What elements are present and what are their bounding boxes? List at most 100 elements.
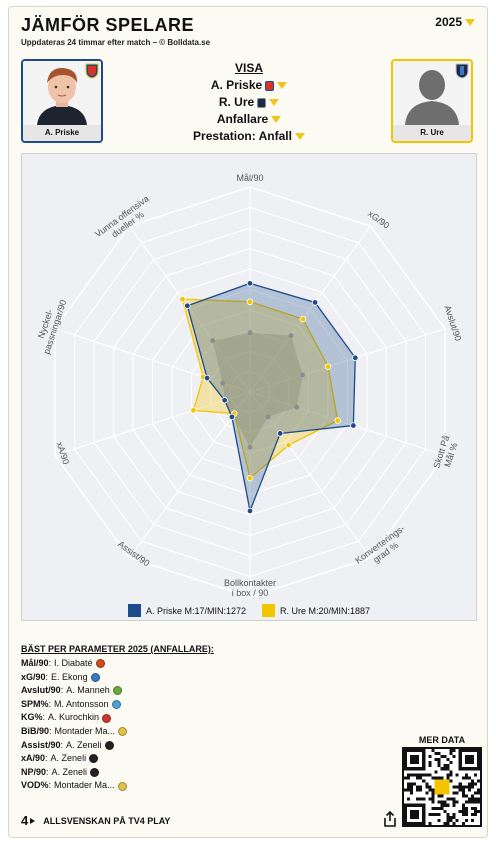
player-card-right[interactable]: R. Ure: [391, 59, 473, 143]
best-row-value: I. Diabaté: [54, 658, 93, 668]
qr-module: [473, 791, 477, 795]
qr-module: [449, 818, 453, 822]
legend-item-right[interactable]: R. Ure M:20/MIN:1887: [262, 604, 370, 617]
qr-module: [464, 773, 468, 777]
qr-module: [443, 764, 447, 768]
position-selector-label: Anfallare: [216, 112, 269, 126]
qr-module: [467, 785, 471, 789]
qr-module: [440, 776, 444, 780]
qr-module: [464, 809, 468, 813]
radar-point: [246, 474, 254, 482]
radar-point: [247, 444, 253, 450]
qr-module: [467, 776, 471, 780]
legend-item-left[interactable]: A. Priske M:17/MIN:1272: [127, 604, 246, 617]
best-row[interactable]: Avslut/90: A. Manneh: [21, 684, 321, 698]
radar-point: [285, 441, 292, 449]
best-row[interactable]: Assist/90: A. Zeneli: [21, 739, 321, 753]
qr-module: [464, 806, 468, 810]
club-crest-left-icon: [85, 63, 99, 79]
qr-module: [461, 785, 465, 789]
play-icon: [30, 817, 36, 824]
best-row[interactable]: NP/90: A. Zeneli: [21, 766, 321, 780]
qr-module: [434, 770, 438, 774]
qr-module: [476, 809, 480, 813]
qr-module: [425, 785, 429, 789]
qr-code[interactable]: [402, 747, 482, 827]
prestation-selector[interactable]: Prestation: Anfall: [159, 128, 339, 145]
qr-module: [407, 788, 411, 792]
share-icon[interactable]: [383, 811, 397, 827]
best-row[interactable]: xG/90: E. Ekong: [21, 671, 321, 685]
best-row[interactable]: BiB/90: Montader Ma...: [21, 725, 321, 739]
year-selector[interactable]: 2025: [435, 15, 475, 29]
qr-module: [431, 776, 435, 780]
qr-module: [422, 797, 426, 801]
best-row-label: BiB/90: [21, 725, 50, 736]
qr-module: [440, 767, 444, 771]
best-row-value: A. Zeneli: [51, 766, 88, 777]
player1-selector[interactable]: A. Priske: [159, 77, 339, 94]
player2-selector[interactable]: R. Ure: [159, 94, 339, 111]
qr-module: [437, 794, 441, 798]
best-row[interactable]: SPM%: M. Antonsson: [21, 698, 321, 712]
qr-module: [449, 752, 453, 756]
best-row[interactable]: Mål/90: I. Diabaté: [21, 657, 321, 671]
radar-axis-label: Konverterings-grad %: [353, 523, 412, 574]
qr-module: [467, 800, 471, 804]
qr-module: [431, 749, 435, 753]
player-card-left[interactable]: A. Priske: [21, 59, 103, 143]
qr-module: [431, 806, 435, 810]
qr-module: [437, 752, 441, 756]
qr-module: [431, 791, 435, 795]
qr-module: [434, 812, 438, 816]
best-row[interactable]: VOD%: Montader Ma...: [21, 779, 321, 793]
qr-module: [425, 782, 429, 786]
qr-module: [473, 773, 477, 777]
qr-module: [437, 812, 441, 816]
club-crest-icon: [90, 768, 100, 778]
club-crest-icon: [95, 659, 105, 669]
qr-module: [419, 773, 423, 777]
qr-module: [449, 773, 453, 777]
qr-module: [434, 758, 438, 762]
best-row-label: Avslut/90: [21, 685, 61, 696]
chevron-down-icon: [294, 133, 305, 140]
qr-module: [437, 776, 441, 780]
qr-module: [464, 776, 468, 780]
best-row-label: Mål/90: [21, 658, 49, 668]
footer-banner[interactable]: 4 ALLSVENSKAN PÅ TV4 PLAY: [21, 813, 170, 828]
radar-axis-label-line: Bollkontakter: [224, 578, 276, 588]
position-selector[interactable]: Anfallare: [159, 111, 339, 128]
qr-module: [425, 773, 429, 777]
qr-module: [440, 794, 444, 798]
best-row-value: A. Zeneli: [66, 739, 102, 750]
qr-module: [446, 764, 450, 768]
radar-point: [246, 280, 254, 287]
best-row[interactable]: KG%: A. Kurochkin: [21, 711, 321, 725]
best-row-label: SPM%: [21, 698, 49, 709]
qr-module: [461, 806, 465, 810]
qr-module: [419, 797, 423, 801]
best-row-value: A. Manneh: [66, 685, 110, 696]
chevron-down-icon: [269, 99, 280, 106]
best-row-colon: :: [45, 671, 49, 682]
radar-axis-label: Bollkontakter i box / 90: [224, 578, 276, 598]
radar-spoke: [129, 225, 251, 393]
best-row-colon: :: [60, 685, 64, 696]
radar-point: [300, 372, 306, 378]
qr-module: [449, 761, 453, 765]
best-row-colon: :: [49, 725, 52, 736]
best-row[interactable]: xA/90: A. Zeneli: [21, 752, 321, 766]
qr-module: [464, 800, 468, 804]
qr-module: [431, 812, 435, 816]
qr-module: [473, 812, 477, 816]
qr-module: [407, 773, 411, 777]
qr-module: [470, 812, 474, 816]
chevron-down-icon: [465, 18, 475, 26]
page-title: JÄMFÖR SPELARE: [21, 15, 195, 35]
qr-module: [461, 821, 465, 825]
qr-module: [416, 788, 420, 792]
qr-module: [476, 779, 480, 783]
radar-axis-label-line: i box / 90: [232, 588, 269, 598]
qr-module: [434, 806, 438, 810]
